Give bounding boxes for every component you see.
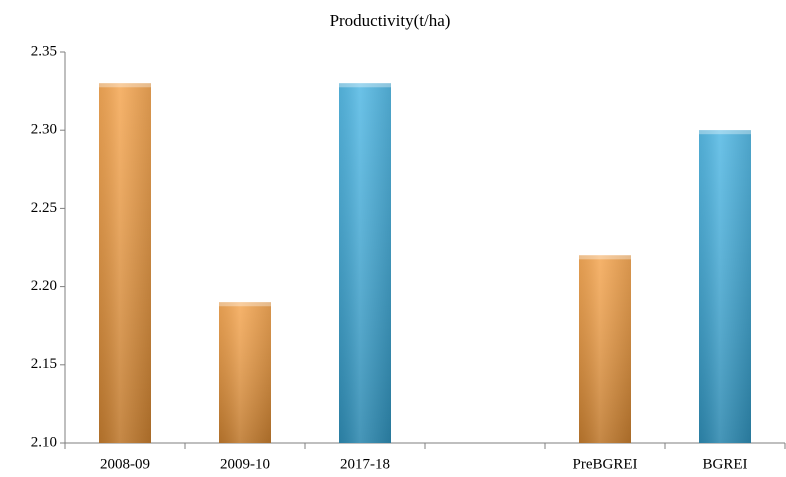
y-tick-label: 2.10 bbox=[31, 434, 57, 450]
y-tick-label: 2.15 bbox=[31, 356, 57, 372]
bar-cap bbox=[339, 83, 391, 88]
bar-side bbox=[99, 83, 151, 443]
y-tick-label: 2.30 bbox=[31, 122, 57, 138]
y-tick-label: 2.25 bbox=[31, 200, 57, 216]
x-tick-label: BGREI bbox=[703, 456, 748, 472]
bar-side bbox=[219, 302, 271, 443]
bar-cap bbox=[579, 255, 631, 260]
bar-side bbox=[699, 130, 751, 443]
x-tick-label: PreBGREI bbox=[573, 456, 638, 472]
y-tick-label: 2.35 bbox=[31, 43, 57, 59]
bar-side bbox=[579, 255, 631, 443]
bar-cap bbox=[99, 83, 151, 88]
y-tick-label: 2.20 bbox=[31, 278, 57, 294]
chart-title: Productivity(t/ha) bbox=[330, 11, 451, 30]
bar-cap bbox=[699, 130, 751, 135]
bar-side bbox=[339, 83, 391, 443]
x-tick-label: 2008-09 bbox=[100, 456, 150, 472]
bar-cap bbox=[219, 302, 271, 307]
x-tick-label: 2009-10 bbox=[220, 456, 270, 472]
x-tick-label: 2017-18 bbox=[340, 456, 390, 472]
